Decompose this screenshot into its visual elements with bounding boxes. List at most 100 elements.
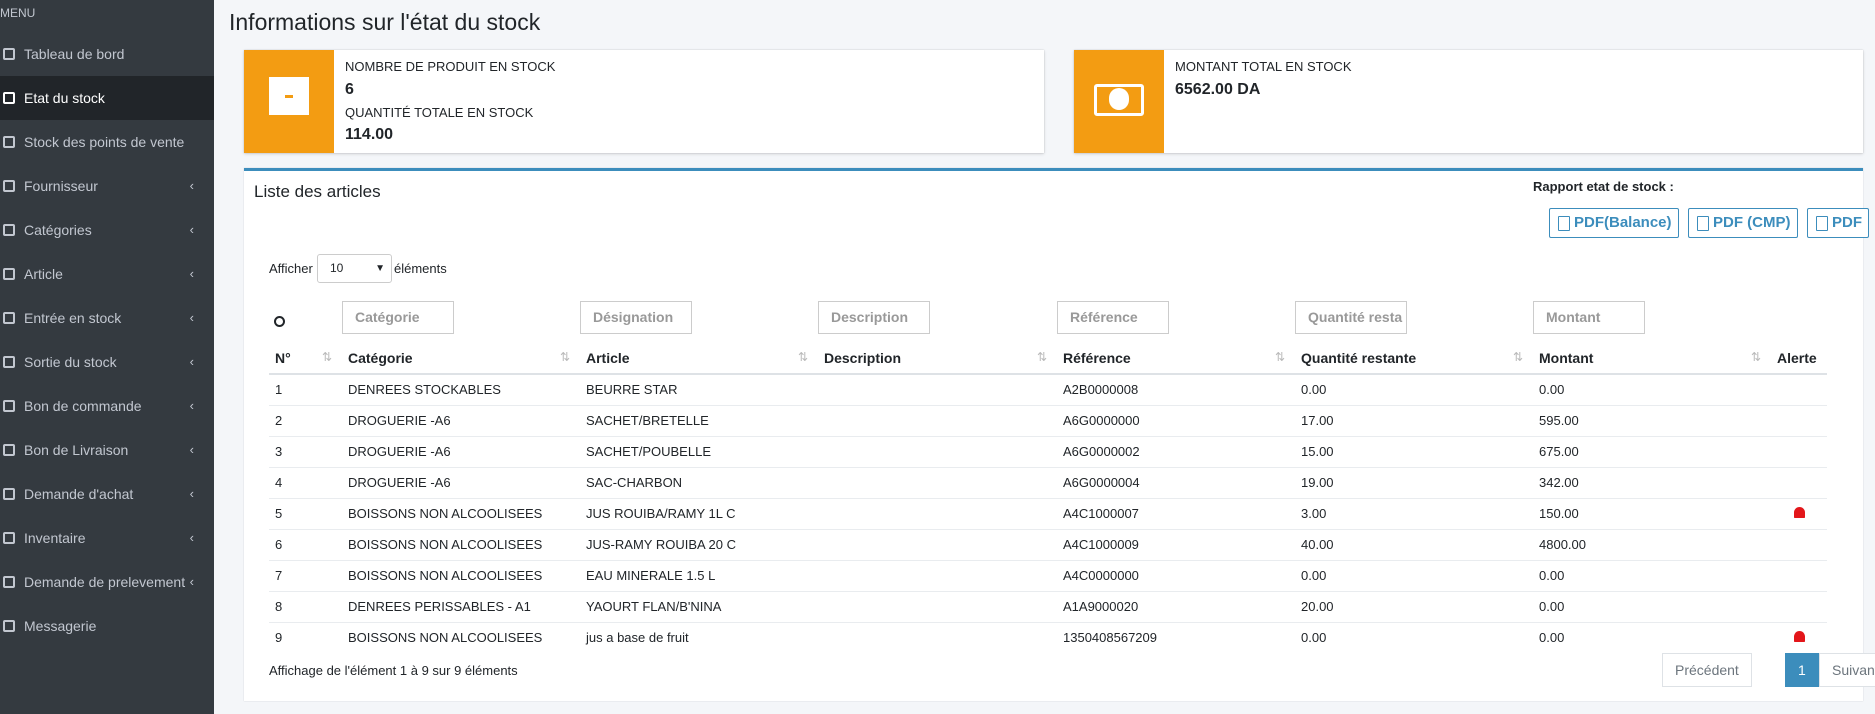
table-cell: A4C1000009 <box>1057 528 1295 560</box>
table-cell: 0.00 <box>1295 373 1533 405</box>
table-cell: EAU MINERALE 1.5 L <box>580 559 818 591</box>
length-prefix: Afficher <box>269 261 313 276</box>
table-cell: 20.00 <box>1295 590 1533 622</box>
table-row: 5 BOISSONS NON ALCOOLISEES JUS ROUIBA/RAMY… <box>269 497 1827 529</box>
info-box: MONTANT TOTAL EN STOCK 6562.00 DA <box>1074 50 1863 153</box>
pdf-button[interactable]: PDF <box>1807 208 1869 238</box>
sort-icon: ⇅ <box>321 350 332 364</box>
column-header[interactable]: Article ⇅ <box>580 342 818 375</box>
sidebar-item[interactable]: Article ‹ <box>0 252 214 296</box>
table-cell: A6G0000004 <box>1057 466 1295 498</box>
table-row: 6 BOISSONS NON ALCOOLISEES JUS-RAMY ROUIBA… <box>269 528 1827 560</box>
alert-cell <box>1771 590 1827 622</box>
alert-bell <box>1793 631 1805 643</box>
column-header[interactable]: N° ⇅ <box>269 342 342 375</box>
item-arrow: ‹ <box>189 530 194 545</box>
item-arrow: ‹ <box>189 178 194 193</box>
box-icon <box>1074 50 1164 153</box>
item-label: Demande de prelevement <box>24 574 186 590</box>
sidebar-item[interactable]: Sortie du stock ‹ <box>0 340 214 384</box>
item-label: Article <box>24 266 63 282</box>
table-cell: 7 <box>269 559 342 591</box>
table-cell: 4 <box>269 466 342 498</box>
pagination-next[interactable]: Suivant <box>1819 653 1875 687</box>
sidebar-item[interactable]: Etat du stock <box>0 76 214 120</box>
table-cell: JUS-RAMY ROUIBA 20 C <box>580 528 818 560</box>
table-cell: BEURRE STAR <box>580 373 818 405</box>
pdf-button[interactable]: PDF (CMP) <box>1688 208 1798 238</box>
table-cell: BOISSONS NON ALCOOLISEES <box>342 497 580 529</box>
table-cell: DENREES PERISSABLES - A1 <box>342 590 580 622</box>
report-label: Rapport etat de stock : <box>1533 179 1674 194</box>
column-header[interactable]: Catégorie ⇅ <box>342 342 580 375</box>
length-value: 10 <box>330 261 344 275</box>
column-header[interactable]: Référence ⇅ <box>1057 342 1295 375</box>
table-cell <box>818 404 1057 436</box>
sidebar-item[interactable]: Demande de prelevement ‹ <box>0 560 214 604</box>
table-cell: 2 <box>269 404 342 436</box>
alert-cell <box>1771 528 1827 560</box>
column-header[interactable]: Quantité restante ⇅ <box>1295 342 1533 375</box>
column-filter[interactable]: Catégorie <box>342 301 454 334</box>
sidebar-item[interactable]: Tableau de bord <box>0 32 214 76</box>
table-cell: A2B0000008 <box>1057 373 1295 405</box>
column-filter[interactable]: Description <box>818 301 930 334</box>
column-header[interactable]: Description ⇅ <box>818 342 1057 375</box>
header-label: Montant <box>1539 349 1594 366</box>
table-cell <box>818 559 1057 591</box>
column-filter[interactable]: Référence <box>1057 301 1169 334</box>
panel-title: Liste des articles <box>254 182 381 201</box>
table-cell <box>818 528 1057 560</box>
sidebar-item[interactable]: Messagerie <box>0 604 214 648</box>
item-label: Bon de commande <box>24 398 142 414</box>
articles-table: N° ⇅ Catégorie ⇅ Article ⇅ Description ⇅ Référen… <box>269 342 1827 653</box>
sidebar-item[interactable]: Bon de commande ‹ <box>0 384 214 428</box>
column-filter[interactable]: Quantité resta <box>1295 301 1407 334</box>
column-filter[interactable]: Désignation <box>580 301 692 334</box>
column-header[interactable]: Montant ⇅ <box>1533 342 1771 375</box>
alert-cell <box>1771 497 1827 529</box>
pdf-button[interactable]: PDF(Balance) <box>1549 208 1679 238</box>
header-label: Alerte <box>1777 349 1817 366</box>
sidebar-item[interactable]: Entrée en stock ‹ <box>0 296 214 340</box>
item-icon <box>3 268 15 280</box>
alert-cell <box>1771 373 1827 405</box>
info-label: NOMBRE DE PRODUIT EN STOCK <box>345 59 556 74</box>
table-cell: 4800.00 <box>1533 528 1771 560</box>
sidebar-item[interactable]: Inventaire ‹ <box>0 516 214 560</box>
length-suffix: éléments <box>394 261 447 276</box>
item-icon <box>3 532 15 544</box>
sidebar-item[interactable]: Demande d'achat ‹ <box>0 472 214 516</box>
length-select[interactable]: 10 ▼ <box>317 254 392 283</box>
item-icon <box>3 576 15 588</box>
sidebar-item[interactable]: Fournisseur ‹ <box>0 164 214 208</box>
table-cell: 0.00 <box>1533 559 1771 591</box>
item-label: Entrée en stock <box>24 310 122 326</box>
table-cell <box>818 621 1057 653</box>
sort-icon: ⇅ <box>1036 350 1047 364</box>
sidebar-item[interactable]: Catégories ‹ <box>0 208 214 252</box>
pagination-prev[interactable]: Précédent <box>1662 653 1752 687</box>
table-cell: A1A9000020 <box>1057 590 1295 622</box>
item-arrow: ‹ <box>189 222 194 237</box>
table-cell: DENREES STOCKABLES <box>342 373 580 405</box>
column-header: Alerte <box>1771 342 1827 375</box>
table-cell: 675.00 <box>1533 435 1771 467</box>
table-cell: 0.00 <box>1295 621 1533 653</box>
sidebar-item[interactable]: Bon de Livraison ‹ <box>0 428 214 472</box>
column-filter[interactable]: Montant <box>1533 301 1645 334</box>
table-cell <box>818 466 1057 498</box>
sort-icon: ⇅ <box>797 350 808 364</box>
sidebar-item[interactable]: Stock des points de vente <box>0 120 214 164</box>
table-cell: 9 <box>269 621 342 653</box>
table-cell: 0.00 <box>1533 621 1771 653</box>
item-icon <box>3 180 15 192</box>
table-row: 7 BOISSONS NON ALCOOLISEES EAU MINERALE 1.… <box>269 559 1827 591</box>
sidebar: MENU Tableau de bord Etat du stock Stock d… <box>0 0 214 714</box>
item-icon <box>3 92 15 104</box>
pagination-page[interactable]: 1 <box>1785 653 1819 687</box>
table-cell: DROGUERIE -A6 <box>342 435 580 467</box>
item-label: Inventaire <box>24 530 86 546</box>
table-cell: SACHET/POUBELLE <box>580 435 818 467</box>
